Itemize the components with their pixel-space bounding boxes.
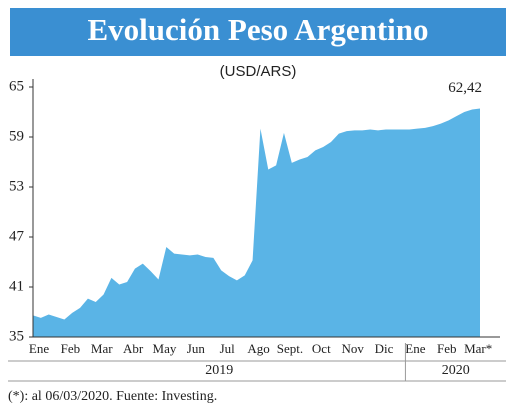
- x-tick-label: Jul: [220, 341, 236, 356]
- year-label: 2020: [442, 363, 470, 378]
- x-tick-label: May: [153, 341, 177, 356]
- x-tick-label: Feb: [437, 341, 457, 356]
- value-label: 62,42: [448, 80, 482, 96]
- x-tick-label: Abr: [123, 341, 144, 356]
- x-tick-label: Oct: [312, 341, 331, 356]
- title-banner: [10, 8, 506, 56]
- y-tick-label: 53: [9, 178, 24, 194]
- y-tick-label: 41: [9, 278, 24, 294]
- chart-subtitle: (USD/ARS): [220, 63, 297, 80]
- x-tick-label: Sept.: [277, 341, 303, 356]
- x-tick-label: Ene: [29, 341, 49, 356]
- area: [33, 108, 480, 337]
- x-tick-label: Feb: [61, 341, 81, 356]
- y-tick-label: 35: [9, 328, 24, 344]
- x-tick-label: Jun: [187, 341, 206, 356]
- x-tick-label: Mar: [91, 341, 113, 356]
- chart-title: Evolución Peso Argentino: [87, 12, 428, 47]
- x-tick-label: Nov: [341, 341, 364, 356]
- y-tick-label: 65: [9, 78, 24, 94]
- x-tick-label: Ago: [247, 341, 269, 356]
- footnote: (*): al 06/03/2020. Fuente: Investing.: [8, 389, 217, 404]
- y-tick-label: 59: [9, 128, 24, 144]
- x-tick-label: Dic: [375, 341, 394, 356]
- x-tick-label: Mar*: [464, 341, 492, 356]
- year-label: 2019: [205, 363, 233, 378]
- y-tick-label: 47: [9, 228, 25, 244]
- x-tick-label: Ene: [405, 341, 425, 356]
